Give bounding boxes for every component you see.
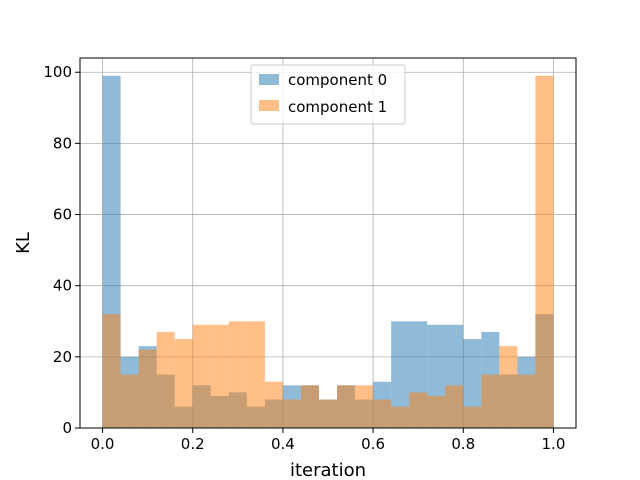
bar-series-1-bin-19	[445, 385, 464, 428]
bar-series-1-bin-18	[427, 395, 446, 428]
bar-series-1-bin-15	[373, 399, 392, 428]
y-tick-label-3: 60	[53, 206, 72, 224]
bar-series-1-bin-6	[210, 324, 229, 428]
bar-series-1-bin-23	[517, 374, 536, 428]
legend-box	[250, 64, 406, 125]
plot-frame	[79, 57, 577, 429]
y-tick-label-5: 100	[43, 63, 72, 81]
bar-series-1-bin-22	[499, 346, 518, 428]
bar-series-1-bin-12	[318, 399, 338, 428]
bar-series-1-bin-3	[156, 331, 175, 428]
bar-series-1-bin-1	[120, 374, 139, 428]
bar-series-1-bin-16	[391, 406, 410, 428]
bar-series-0-bin-16	[391, 321, 410, 428]
x-tick-label-4: 0.8	[451, 435, 475, 453]
y-tick-label-0: 0	[62, 419, 72, 437]
x-axis-ticks: 0.0 0.2 0.4 0.6 0.8 1.0	[91, 428, 566, 453]
x-axis-label: iteration	[290, 460, 366, 480]
bar-series-1-bin-9	[264, 381, 283, 428]
bar-series-1-bin-17	[409, 392, 428, 428]
series-1-bars	[102, 75, 554, 429]
bar-series-0-bin-20	[463, 339, 482, 428]
bar-series-1-bin-20	[463, 406, 482, 428]
bar-series-1-bin-5	[192, 324, 211, 428]
legend: component 0 component 1	[250, 64, 406, 125]
bar-series-1-bin-8	[246, 321, 265, 428]
bar-series-1-bin-14	[355, 385, 374, 428]
bar-series-1-bin-13	[337, 385, 356, 428]
x-tick-label-2: 0.4	[271, 435, 295, 453]
x-tick-label-5: 1.0	[542, 435, 566, 453]
bar-series-1-bin-11	[300, 385, 319, 428]
bar-series-1-bin-2	[138, 349, 157, 428]
y-tick-label-1: 20	[53, 348, 72, 366]
legend-swatch-component-1	[259, 100, 279, 111]
bar-series-1-bin-0	[102, 314, 121, 428]
bar-series-1-bin-7	[228, 321, 247, 428]
legend-swatch-component-0	[259, 74, 279, 85]
legend-label-component-1: component 1	[288, 98, 387, 116]
legend-label-component-0: component 0	[288, 71, 387, 89]
y-axis-label: KL	[13, 232, 34, 254]
bar-series-1-bin-4	[174, 339, 193, 428]
y-tick-label-4: 80	[53, 134, 72, 152]
x-tick-label-3: 0.6	[361, 435, 385, 453]
y-tick-label-2: 40	[53, 277, 72, 295]
x-tick-label-1: 0.2	[181, 435, 205, 453]
bar-series-1-bin-10	[282, 399, 301, 428]
bar-series-1-bin-21	[481, 374, 500, 428]
y-axis-ticks: 0 20 40 60 80 100	[43, 63, 80, 437]
x-tick-label-0: 0.0	[91, 435, 115, 453]
bar-series-1-bin-24	[535, 75, 554, 429]
